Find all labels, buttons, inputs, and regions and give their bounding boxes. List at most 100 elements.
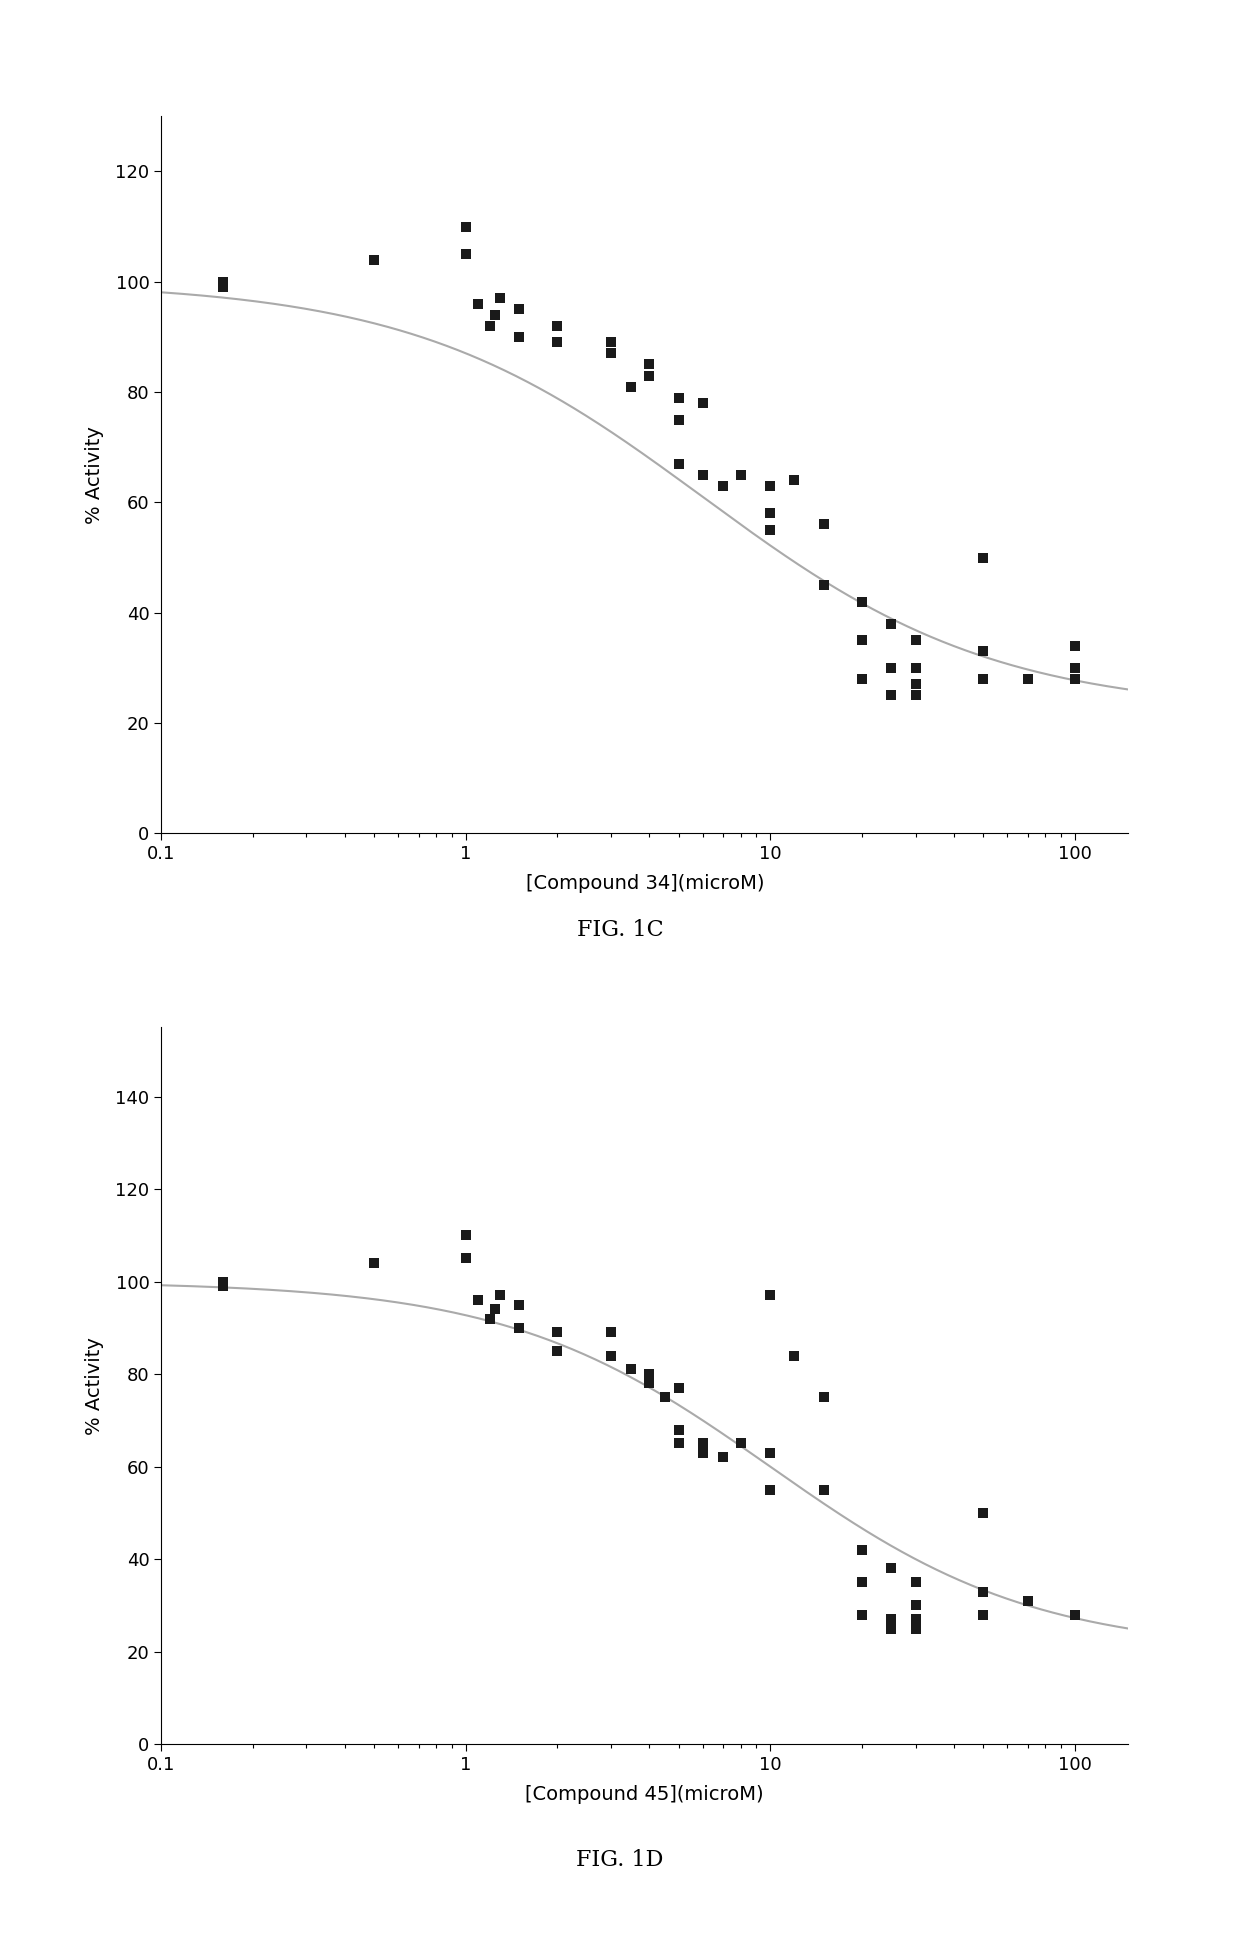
Point (813, 1475, 833, 1506)
Point (485, 298, 505, 329)
Point (213, 266, 233, 297)
Point (548, 1335, 568, 1366)
Point (882, 1605, 901, 1636)
Point (785, 1339, 805, 1370)
Point (601, 337, 621, 368)
Point (548, 328, 568, 359)
Point (469, 289, 489, 320)
Point (973, 1498, 993, 1529)
Point (973, 663, 993, 694)
Point (693, 388, 713, 419)
Text: FIG. 1D: FIG. 1D (577, 1849, 663, 1872)
Point (639, 360, 658, 391)
Point (480, 310, 500, 341)
Point (813, 510, 833, 541)
Point (601, 1339, 621, 1370)
Point (365, 244, 384, 275)
Point (693, 459, 713, 490)
Y-axis label: % Activity: % Activity (86, 426, 104, 523)
Point (639, 349, 658, 380)
Point (485, 1295, 505, 1326)
Point (655, 1382, 675, 1413)
Point (456, 1219, 476, 1250)
X-axis label: [Compound 45](microM): [Compound 45](microM) (526, 1785, 764, 1804)
Point (456, 1242, 476, 1273)
Point (882, 609, 901, 640)
Point (365, 1248, 384, 1279)
Point (1065, 663, 1085, 694)
Point (852, 1566, 872, 1597)
Point (693, 1438, 713, 1469)
Point (760, 1475, 780, 1506)
Point (813, 570, 833, 601)
Point (973, 636, 993, 667)
Point (730, 1428, 750, 1459)
Point (905, 653, 925, 684)
Point (785, 465, 805, 496)
Point (973, 543, 993, 574)
Point (510, 1289, 529, 1320)
Point (760, 498, 780, 529)
Point (852, 1599, 872, 1630)
Point (469, 1285, 489, 1316)
Point (456, 211, 476, 242)
Point (852, 1535, 872, 1566)
Point (668, 1428, 688, 1459)
Point (668, 1372, 688, 1403)
Point (1065, 1599, 1085, 1630)
Point (491, 1279, 511, 1310)
Point (510, 322, 529, 353)
Point (905, 680, 925, 711)
Point (1065, 630, 1085, 661)
Point (813, 1382, 833, 1413)
Point (905, 1566, 925, 1597)
Point (213, 271, 233, 302)
Point (668, 1415, 688, 1446)
X-axis label: [Compound 34](microM): [Compound 34](microM) (526, 874, 764, 893)
Point (852, 624, 872, 655)
Point (973, 1599, 993, 1630)
Point (213, 1266, 233, 1297)
Point (548, 1318, 568, 1349)
Point (905, 1605, 925, 1636)
Y-axis label: % Activity: % Activity (86, 1337, 104, 1434)
Point (510, 295, 529, 326)
Point (760, 471, 780, 502)
Point (1018, 1585, 1038, 1616)
Point (882, 680, 901, 711)
Point (905, 1589, 925, 1620)
Point (1018, 663, 1038, 694)
Point (668, 405, 688, 436)
Point (713, 1442, 733, 1473)
Point (852, 585, 872, 616)
Point (693, 1428, 713, 1459)
Point (491, 283, 511, 314)
Point (601, 1318, 621, 1349)
Point (882, 1552, 901, 1583)
Point (730, 459, 750, 490)
Point (668, 382, 688, 413)
Point (639, 1359, 658, 1390)
Point (760, 1279, 780, 1310)
Point (621, 370, 641, 401)
Point (905, 624, 925, 655)
Point (668, 448, 688, 479)
Point (882, 653, 901, 684)
Point (760, 514, 780, 545)
Point (480, 1302, 500, 1333)
Point (973, 1576, 993, 1607)
Point (548, 310, 568, 341)
Point (456, 238, 476, 269)
Point (621, 1355, 641, 1386)
Point (213, 1271, 233, 1302)
Point (852, 663, 872, 694)
Point (905, 669, 925, 700)
Point (639, 1368, 658, 1399)
Point (760, 1438, 780, 1469)
Point (713, 471, 733, 502)
Point (601, 328, 621, 359)
Point (510, 1312, 529, 1343)
Point (1065, 653, 1085, 684)
Point (905, 1612, 925, 1643)
Text: FIG. 1C: FIG. 1C (577, 919, 663, 942)
